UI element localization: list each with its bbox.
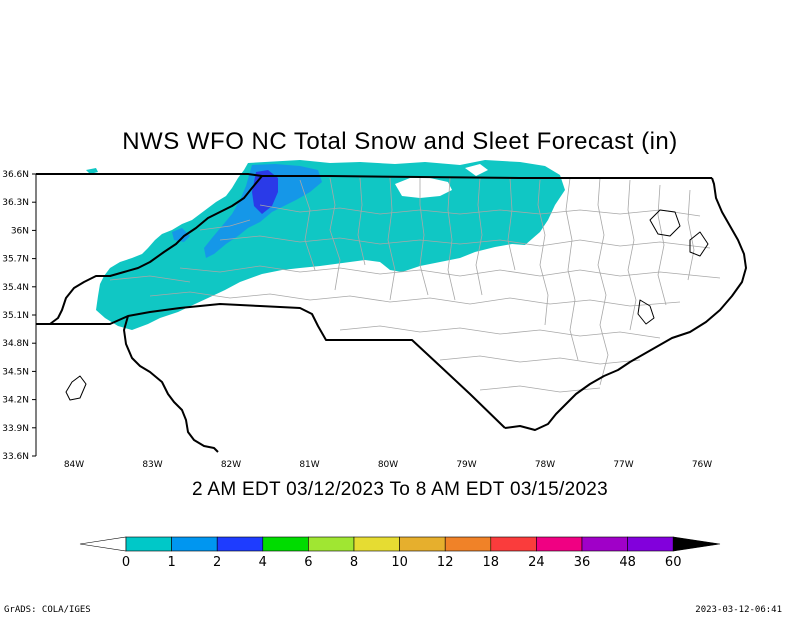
colorbar-segment bbox=[627, 536, 674, 552]
tn-nc-border bbox=[36, 175, 263, 325]
colorbar-label: 0 bbox=[122, 555, 130, 570]
latitude-axis: 36.6N 36.3N 36N 35.7N 35.4N 35.1N 34.8N 34.5N 34… bbox=[2, 170, 37, 462]
snow-area-one-to-two bbox=[172, 228, 190, 242]
sc-border-west bbox=[123, 315, 219, 453]
sound-outline bbox=[649, 209, 681, 237]
longitude-label: 82W bbox=[221, 460, 241, 470]
snow-shading bbox=[86, 160, 565, 330]
snow-gap bbox=[465, 164, 488, 176]
colorbar-label: 18 bbox=[483, 555, 500, 570]
state-boundaries bbox=[36, 173, 747, 453]
colorbar-segment bbox=[171, 536, 218, 552]
colorbar-label: 6 bbox=[304, 555, 312, 570]
colorbar: 0 1 2 4 6 8 10 12 18 24 36 48 60 bbox=[79, 536, 721, 570]
latitude-label: 35.4N bbox=[2, 283, 29, 293]
longitude-label: 83W bbox=[142, 460, 162, 470]
colorbar-label: 2 bbox=[213, 555, 221, 570]
longitude-label: 84W bbox=[64, 460, 84, 470]
colorbar-label: 1 bbox=[167, 555, 175, 570]
colorbar-label: 48 bbox=[619, 555, 636, 570]
colorbar-segment bbox=[125, 536, 172, 552]
colorbar-over-triangle bbox=[672, 536, 721, 552]
colorbar-label: 60 bbox=[665, 555, 682, 570]
snow-area-trace bbox=[96, 160, 565, 330]
latitude-label: 34.8N bbox=[2, 339, 29, 349]
county-boundaries bbox=[109, 177, 721, 393]
latitude-label: 35.7N bbox=[2, 255, 29, 265]
colorbar-segment bbox=[399, 536, 446, 552]
ga-sc-border bbox=[36, 303, 506, 429]
software-credit: GrADS: COLA/IGES bbox=[4, 605, 91, 615]
colorbar-label: 12 bbox=[437, 555, 454, 570]
colorbar-label: 36 bbox=[574, 555, 591, 570]
latitude-label: 35.1N bbox=[2, 311, 29, 321]
colorbar-label: 8 bbox=[350, 555, 358, 570]
latitude-label: 36.3N bbox=[2, 198, 29, 208]
snow-area-trace bbox=[104, 300, 126, 318]
valid-period: 2 AM EDT 03/12/2023 To 8 AM EDT 03/15/20… bbox=[191, 479, 609, 500]
longitude-label: 76W bbox=[692, 460, 712, 470]
sound-outline bbox=[689, 231, 709, 257]
nc-va-border bbox=[36, 173, 712, 179]
colorbar-under-triangle bbox=[79, 536, 127, 552]
latitude-label: 34.2N bbox=[2, 396, 29, 406]
colorbar-segment bbox=[444, 536, 492, 552]
longitude-axis: 84W 83W 82W 81W 80W 79W 78W 77W 76W bbox=[64, 460, 712, 470]
latitude-label: 33.6N bbox=[2, 452, 29, 462]
latitude-label: 36N bbox=[11, 226, 29, 236]
colorbar-segment bbox=[216, 536, 264, 552]
longitude-label: 79W bbox=[456, 460, 476, 470]
colorbar-label: 10 bbox=[391, 555, 408, 570]
longitude-label: 81W bbox=[299, 460, 319, 470]
longitude-label: 80W bbox=[378, 460, 398, 470]
sound-outline bbox=[637, 299, 655, 325]
colorbar-label: 24 bbox=[528, 555, 545, 570]
map-title: NWS WFO NC Total Snow and Sleet Forecast… bbox=[122, 128, 678, 155]
longitude-label: 78W bbox=[535, 460, 555, 470]
colorbar-segment bbox=[308, 536, 355, 552]
longitude-label: 77W bbox=[613, 460, 633, 470]
generated-timestamp: 2023-03-12-06:41 bbox=[695, 605, 782, 615]
nc-coastline bbox=[504, 177, 747, 431]
colorbar-segment bbox=[353, 536, 400, 552]
snow-area-trace bbox=[86, 168, 98, 174]
colorbar-segment bbox=[490, 536, 537, 552]
latitude-label: 36.6N bbox=[2, 170, 29, 180]
latitude-label: 34.5N bbox=[2, 367, 29, 377]
snow-gap bbox=[395, 178, 452, 198]
colorbar-label: 4 bbox=[259, 555, 267, 570]
colorbar-segment bbox=[262, 536, 309, 552]
island-outline bbox=[65, 375, 87, 401]
colorbar-segment bbox=[536, 536, 583, 552]
colorbar-segment bbox=[581, 536, 628, 552]
latitude-label: 33.9N bbox=[2, 424, 29, 434]
